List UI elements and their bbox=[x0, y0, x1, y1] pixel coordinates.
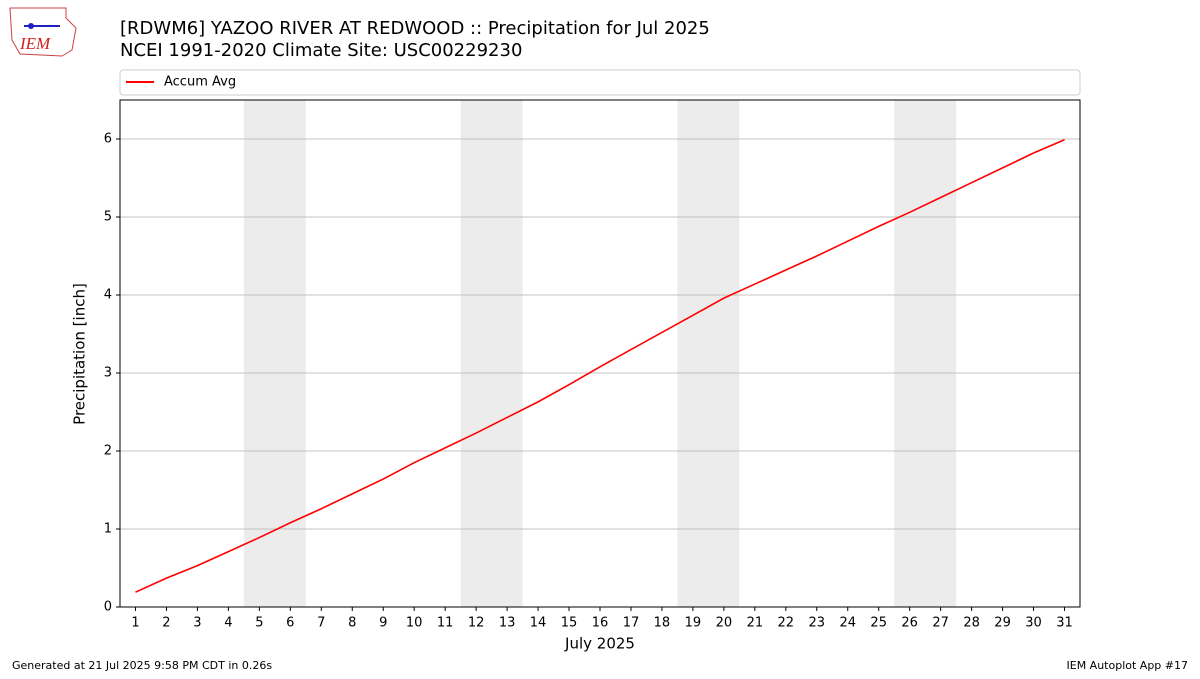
y-tick-label: 2 bbox=[104, 444, 112, 459]
x-tick-label: 4 bbox=[224, 616, 232, 631]
x-tick-label: 6 bbox=[286, 616, 294, 631]
y-tick-label: 5 bbox=[104, 210, 112, 225]
chart-title: [RDWM6] YAZOO RIVER AT REDWOOD :: Precip… bbox=[120, 18, 710, 39]
x-tick-label: 17 bbox=[623, 616, 640, 631]
x-tick-label: 21 bbox=[747, 616, 764, 631]
y-tick-label: 6 bbox=[104, 132, 112, 147]
weekend-shade bbox=[460, 100, 523, 607]
x-tick-label: 19 bbox=[685, 616, 702, 631]
x-tick-label: 23 bbox=[809, 616, 826, 631]
x-tick-label: 9 bbox=[379, 616, 387, 631]
x-tick-label: 8 bbox=[348, 616, 356, 631]
weekend-shade bbox=[243, 100, 306, 607]
x-tick-label: 1 bbox=[131, 616, 139, 631]
legend-box bbox=[119, 69, 1081, 96]
x-tick-label: 15 bbox=[561, 616, 578, 631]
x-tick-label: 16 bbox=[592, 616, 609, 631]
x-tick-label: 3 bbox=[193, 616, 201, 631]
y-tick-label: 3 bbox=[104, 366, 112, 381]
weekend-shade bbox=[677, 100, 740, 607]
x-tick-label: 27 bbox=[932, 616, 949, 631]
y-tick-label: 0 bbox=[104, 600, 112, 615]
logo-text: IEM bbox=[19, 34, 51, 53]
x-tick-label: 10 bbox=[406, 616, 423, 631]
x-tick-label: 28 bbox=[963, 616, 980, 631]
data-line bbox=[135, 139, 1065, 593]
x-tick-label: 5 bbox=[255, 616, 263, 631]
x-tick-label: 29 bbox=[994, 616, 1011, 631]
x-tick-label: 26 bbox=[901, 616, 918, 631]
plot-frame bbox=[119, 99, 1081, 608]
x-axis-label: July 2025 bbox=[564, 635, 635, 653]
y-tick-label: 4 bbox=[104, 288, 112, 303]
x-tick-label: 18 bbox=[654, 616, 671, 631]
x-tick-label: 31 bbox=[1056, 616, 1073, 631]
x-tick-label: 14 bbox=[530, 616, 547, 631]
x-tick-label: 2 bbox=[162, 616, 170, 631]
x-tick-label: 24 bbox=[839, 616, 856, 631]
weekend-shade bbox=[894, 100, 957, 607]
y-tick-label: 1 bbox=[104, 522, 112, 537]
x-tick-label: 25 bbox=[870, 616, 887, 631]
x-tick-label: 11 bbox=[437, 616, 454, 631]
footer-right: IEM Autoplot App #17 bbox=[1067, 659, 1189, 672]
x-tick-label: 30 bbox=[1025, 616, 1042, 631]
y-axis-label: Precipitation [inch] bbox=[71, 283, 89, 425]
x-tick-label: 20 bbox=[716, 616, 733, 631]
legend-label: Accum Avg bbox=[164, 75, 236, 90]
x-tick-label: 22 bbox=[778, 616, 795, 631]
x-tick-label: 7 bbox=[317, 616, 325, 631]
chart-subtitle: NCEI 1991-2020 Climate Site: USC00229230 bbox=[120, 40, 522, 61]
footer-left: Generated at 21 Jul 2025 9:58 PM CDT in … bbox=[12, 659, 272, 672]
x-tick-label: 12 bbox=[468, 616, 485, 631]
logo: IEM bbox=[9, 7, 77, 57]
x-tick-label: 13 bbox=[499, 616, 516, 631]
